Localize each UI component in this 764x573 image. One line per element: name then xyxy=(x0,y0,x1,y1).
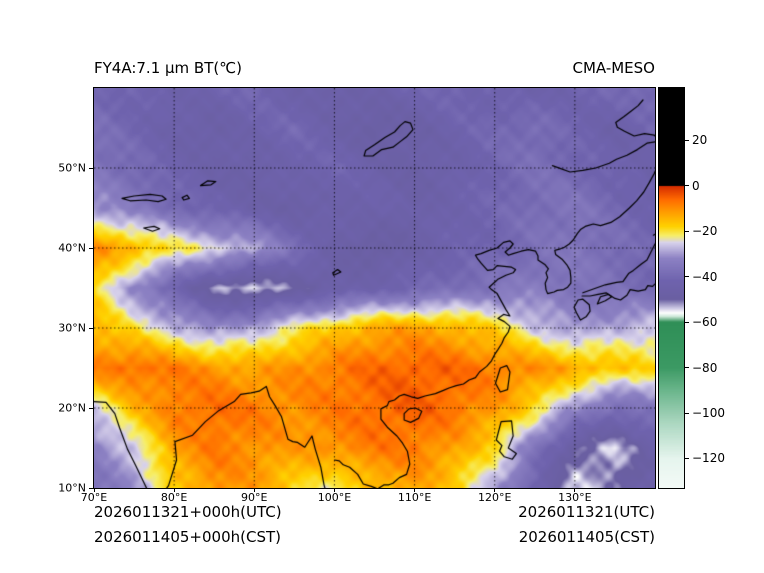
x-tick-mark xyxy=(253,488,255,492)
footer-left-cst: 2026011405+000h(CST) xyxy=(94,528,282,546)
x-tick-label: 120°E xyxy=(477,491,512,504)
colorbar-tick-mark xyxy=(685,321,689,323)
colorbar-tick-label: −80 xyxy=(692,360,718,375)
y-tick-mark xyxy=(89,327,93,329)
y-tick-label: 50°N xyxy=(58,161,86,175)
colorbar-tick-label: −120 xyxy=(692,451,725,466)
x-tick-mark xyxy=(333,488,335,492)
colorbar-tick-mark xyxy=(685,457,689,459)
x-tick-label: 80°E xyxy=(160,491,188,504)
map-plot-area xyxy=(93,87,656,489)
colorbar-tick-label: −60 xyxy=(692,315,718,330)
x-tick-mark xyxy=(414,488,416,492)
model-title: CMA-MESO xyxy=(572,59,655,77)
y-tick-mark xyxy=(89,167,93,169)
colorbar xyxy=(658,87,685,489)
y-tick-label: 40°N xyxy=(58,241,86,255)
colorbar-tick-label: −40 xyxy=(692,269,718,284)
brightness-temperature-map xyxy=(94,88,655,488)
colorbar-tick-label: 20 xyxy=(692,133,708,148)
colorbar-gradient xyxy=(659,88,684,488)
colorbar-tick-label: −20 xyxy=(692,224,718,239)
colorbar-tick-mark xyxy=(685,276,689,278)
y-tick-mark xyxy=(89,247,93,249)
x-tick-label: 90°E xyxy=(241,491,268,504)
x-tick-mark xyxy=(173,488,175,492)
x-tick-label: 70°E xyxy=(80,491,108,504)
footer-right-utc: 2026011321(UTC) xyxy=(518,503,655,521)
x-tick-label: 130°E xyxy=(558,491,592,504)
y-tick-label: 20°N xyxy=(58,401,86,415)
colorbar-tick-mark xyxy=(685,230,689,232)
x-tick-mark xyxy=(93,488,95,492)
colorbar-tick-mark xyxy=(685,139,689,141)
y-tick-label: 10°N xyxy=(58,481,86,495)
x-tick-label: 110°E xyxy=(397,491,432,504)
colorbar-tick-label: −100 xyxy=(692,406,725,420)
y-tick-mark xyxy=(89,487,93,489)
x-tick-label: 100°E xyxy=(317,491,352,504)
x-tick-mark xyxy=(574,488,576,492)
colorbar-tick-mark xyxy=(685,412,689,414)
footer-left-utc: 2026011321+000h(UTC) xyxy=(94,503,282,521)
x-tick-mark xyxy=(494,488,496,492)
chart-title: FY4A:7.1 μm BT(℃) xyxy=(94,59,242,77)
y-tick-label: 30°N xyxy=(58,321,86,335)
footer-right-cst: 2026011405(CST) xyxy=(518,528,655,546)
colorbar-tick-label: 0 xyxy=(692,178,700,193)
colorbar-tick-mark xyxy=(685,367,689,369)
y-tick-mark xyxy=(89,407,93,409)
colorbar-tick-mark xyxy=(685,185,689,187)
